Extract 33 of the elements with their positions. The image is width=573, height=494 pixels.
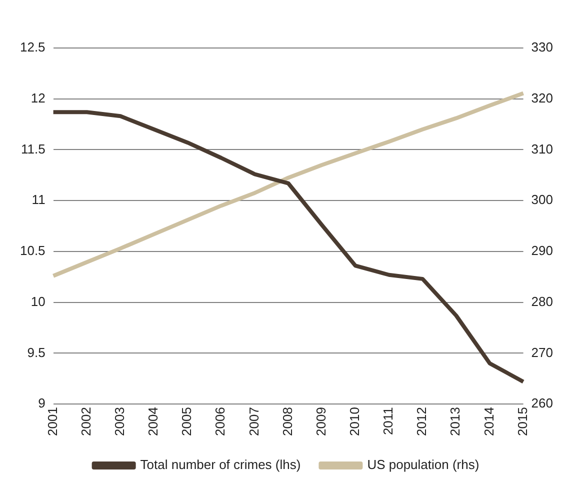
x-tick-label: 2003 [112, 407, 128, 436]
y2-tick-label: 320 [531, 90, 554, 106]
x-tick-label: 2006 [212, 407, 228, 436]
x-tick-label: 2002 [78, 407, 94, 436]
y-tick-label: 12.5 [20, 40, 46, 55]
y-tick-label: 11 [32, 192, 46, 208]
y-tick-label: 10 [30, 294, 46, 309]
x-tick-label: 2013 [448, 407, 463, 436]
y2-tick-label: 300 [531, 192, 554, 208]
x-tick-label: 2012 [414, 407, 430, 436]
x-tick-label: 2015 [514, 407, 530, 436]
x-tick-label: 2001 [44, 407, 60, 436]
y2-tick-label: 290 [531, 243, 554, 258]
legend-label: US population (rhs) [367, 457, 480, 472]
x-tick-label: 2014 [481, 407, 496, 436]
y-tick-label: 9 [38, 396, 46, 411]
y2-tick-label: 260 [531, 396, 554, 411]
x-tick-label: 2008 [280, 407, 295, 436]
x-tick-label: 2011 [380, 407, 396, 436]
y-tick-label: 9.5 [27, 344, 46, 360]
y2-tick-label: 310 [531, 141, 554, 156]
x-tick-label: 2009 [313, 407, 328, 436]
y-tick-label: 10.5 [20, 243, 46, 258]
x-tick-label: 2005 [179, 407, 194, 436]
y-tick-label: 11.5 [20, 141, 46, 156]
x-tick-label: 2010 [347, 407, 362, 436]
y2-tick-label: 280 [531, 294, 554, 309]
x-tick-label: 2007 [246, 407, 262, 436]
legend-label: Total number of crimes (lhs) [140, 457, 301, 472]
y-tick-label: 12 [30, 90, 46, 106]
y2-tick-label: 270 [531, 344, 554, 360]
y2-tick-label: 330 [531, 40, 554, 55]
x-tick-label: 2004 [146, 407, 161, 436]
